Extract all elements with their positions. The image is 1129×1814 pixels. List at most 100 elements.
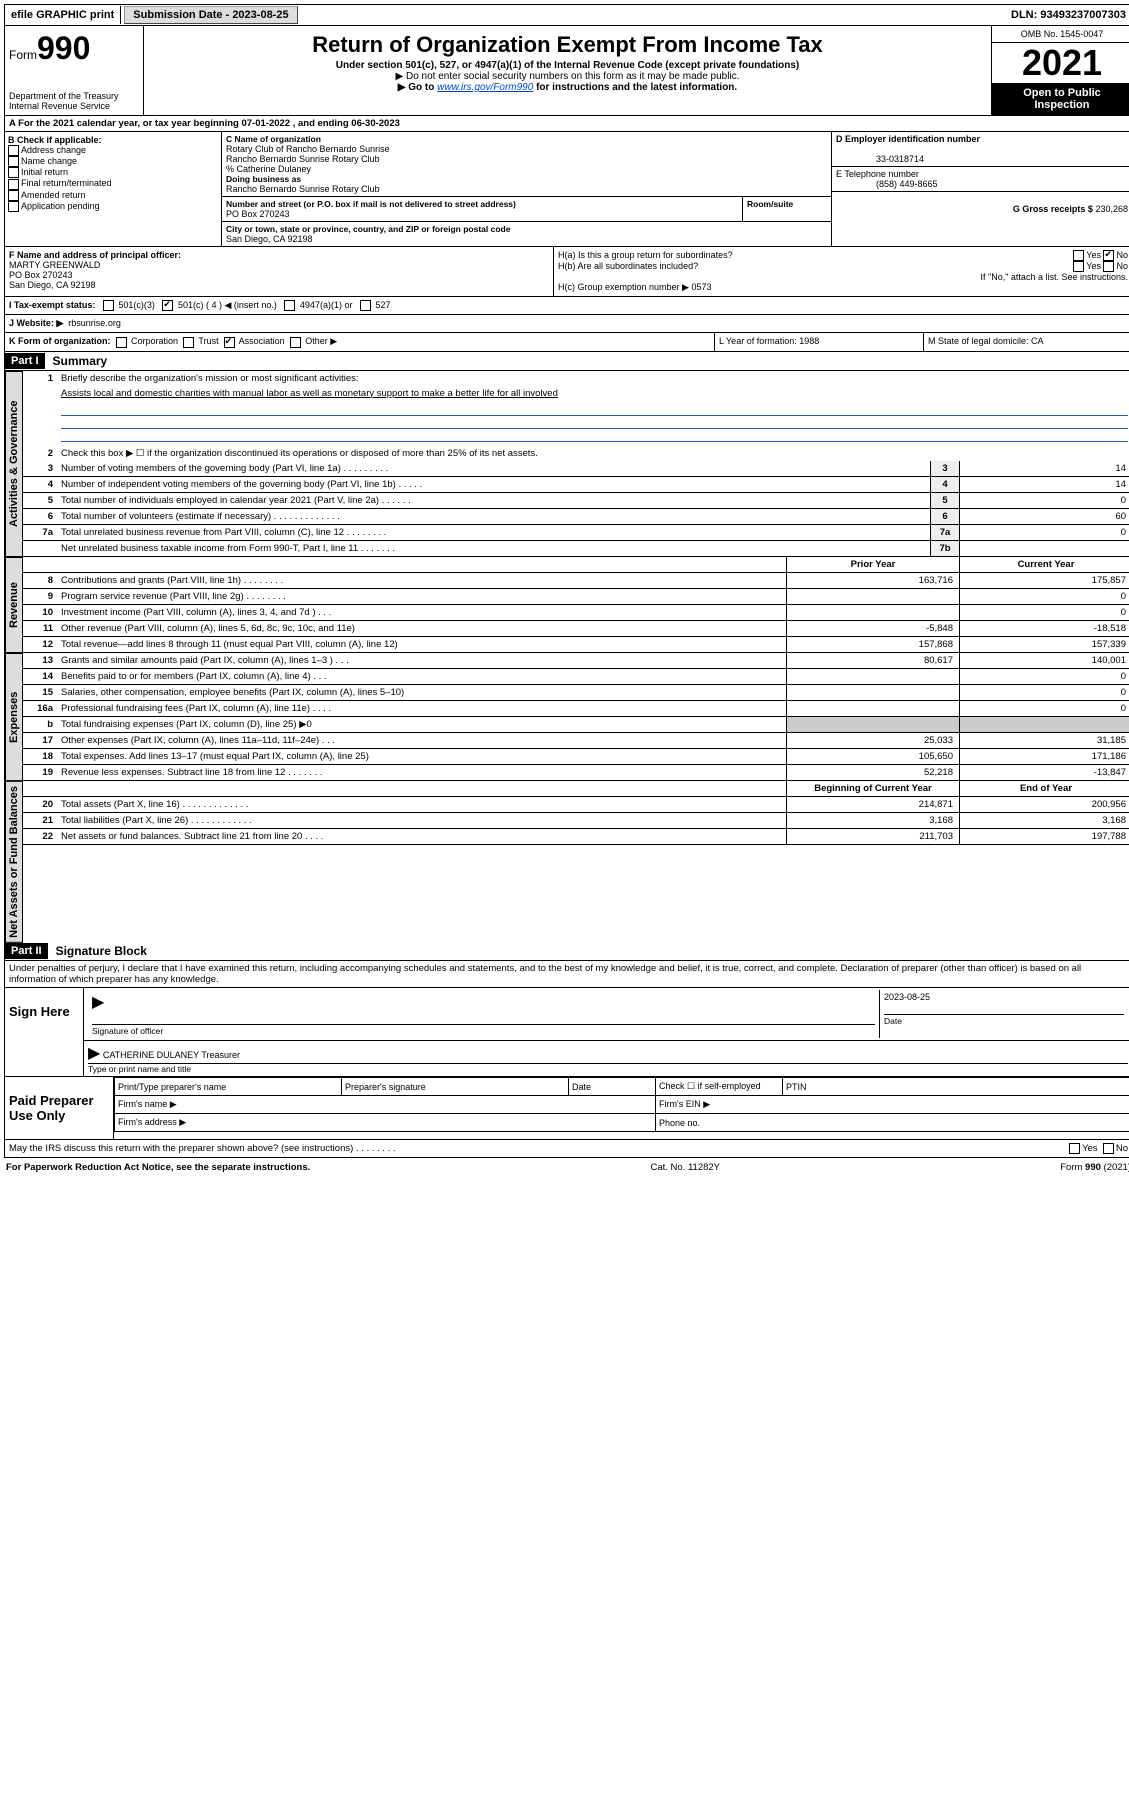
ha-answers: Yes No <box>1073 250 1128 261</box>
c20: 200,956 <box>959 797 1129 812</box>
website-value: rbsunrise.org <box>68 318 121 328</box>
firm-addr: Firm's address ▶ <box>115 1114 656 1132</box>
form-number: Form990 <box>9 30 139 67</box>
c527: 527 <box>375 300 390 310</box>
l5: Total number of individuals employed in … <box>57 493 930 508</box>
prep-sig-hdr: Preparer's signature <box>342 1078 569 1096</box>
ein-label: D Employer identification number <box>836 134 980 144</box>
l14: Benefits paid to or for members (Part IX… <box>57 669 786 684</box>
section-expenses: Expenses 13Grants and similar amounts pa… <box>4 653 1129 781</box>
block-bcdeg: B Check if applicable: Address change Na… <box>4 132 1129 247</box>
sig-row-1: ▶ Signature of officer 2023-08-25 Date <box>84 988 1129 1041</box>
part2-title: Signature Block <box>48 942 155 960</box>
l9: Program service revenue (Part VIII, line… <box>57 589 786 604</box>
l19: Revenue less expenses. Subtract line 18 … <box>57 765 786 780</box>
l7a: Total unrelated business revenue from Pa… <box>57 525 930 540</box>
side-expenses: Expenses <box>5 653 23 781</box>
l8: Contributions and grants (Part VIII, lin… <box>57 573 786 588</box>
footer-center: Cat. No. 11282Y <box>650 1162 720 1173</box>
p17: 25,033 <box>786 733 959 748</box>
p19: 52,218 <box>786 765 959 780</box>
c18: 171,186 <box>959 749 1129 764</box>
blank-line-2 <box>61 418 1128 429</box>
officer-label: F Name and address of principal officer: <box>9 250 181 260</box>
chk-address[interactable]: Address change <box>8 145 218 156</box>
chk-pending[interactable]: Application pending <box>8 201 218 212</box>
row-i: I Tax-exempt status: 501(c)(3) 501(c) ( … <box>5 297 1129 314</box>
part1-header: Part I Summary <box>4 352 1129 371</box>
note-ssn: ▶ Do not enter social security numbers o… <box>148 71 987 82</box>
box-h: H(a) Is this a group return for subordin… <box>554 247 1129 296</box>
officer-addr2: San Diego, CA 92198 <box>9 280 96 290</box>
spacer <box>301 12 1005 18</box>
chk-final[interactable]: Final return/terminated <box>8 178 218 189</box>
current-year-hdr: Current Year <box>959 557 1129 572</box>
prior-year-hdr: Prior Year <box>786 557 959 572</box>
p11: -5,848 <box>786 621 959 636</box>
chk-amended[interactable]: Amended return <box>8 190 218 201</box>
dept-treasury: Department of the Treasury <box>9 91 139 101</box>
form-title: Return of Organization Exempt From Incom… <box>148 32 987 58</box>
side-revenue: Revenue <box>5 557 23 653</box>
l18: Total expenses. Add lines 13–17 (must eq… <box>57 749 786 764</box>
form-label: Form <box>9 48 37 62</box>
street-value: PO Box 270243 <box>226 209 738 219</box>
hc-label: H(c) Group exemption number ▶ 0573 <box>558 282 1128 293</box>
assoc: Association <box>239 336 285 346</box>
gross-value: 230,268 <box>1095 204 1128 214</box>
l4: Number of independent voting members of … <box>57 477 930 492</box>
open-inspection: Open to Public Inspection <box>992 83 1129 115</box>
paid-label: Paid Preparer Use Only <box>5 1077 114 1139</box>
c15: 0 <box>959 685 1129 700</box>
l13: Grants and similar amounts paid (Part IX… <box>57 653 786 668</box>
v3: 14 <box>959 461 1129 476</box>
box-b-label: B Check if applicable: <box>8 135 102 145</box>
sig-date-label: Date <box>884 1014 1124 1026</box>
discuss-row: May the IRS discuss this return with the… <box>4 1140 1129 1158</box>
c9: 0 <box>959 589 1129 604</box>
goto-prefix: ▶ Go to <box>398 82 437 93</box>
page-footer: For Paperwork Reduction Act Notice, see … <box>4 1158 1129 1177</box>
city-label: City or town, state or province, country… <box>226 224 827 234</box>
p22: 211,703 <box>786 829 959 844</box>
p8: 163,716 <box>786 573 959 588</box>
p18: 105,650 <box>786 749 959 764</box>
l20: Total assets (Part X, line 16) . . . . .… <box>57 797 786 812</box>
irs-link[interactable]: www.irs.gov/Form990 <box>437 82 533 93</box>
l21: Total liabilities (Part X, line 26) . . … <box>57 813 786 828</box>
p10 <box>786 605 959 620</box>
c4947: 4947(a)(1) or <box>300 300 353 310</box>
p13: 80,617 <box>786 653 959 668</box>
row-k: K Form of organization: Corporation Trus… <box>5 333 715 350</box>
p12: 157,868 <box>786 637 959 652</box>
h-note: If "No," attach a list. See instructions… <box>558 272 1128 282</box>
p16a <box>786 701 959 716</box>
part2-badge: Part II <box>5 943 48 959</box>
header-right: OMB No. 1545-0047 2021 Open to Public In… <box>991 26 1129 115</box>
prep-ptin-hdr: PTIN <box>783 1078 1129 1096</box>
sig-date-value: 2023-08-25 <box>884 992 1124 1002</box>
name-label: C Name of organization <box>226 134 827 144</box>
chk-initial[interactable]: Initial return <box>8 167 218 178</box>
hb-answers: Yes No <box>1073 261 1128 272</box>
sign-here-label: Sign Here <box>5 988 84 1076</box>
c16a: 0 <box>959 701 1129 716</box>
chk-name[interactable]: Name change <box>8 156 218 167</box>
org-name-2: Rancho Bernardo Sunrise Rotary Club <box>226 154 827 164</box>
side-governance: Activities & Governance <box>5 371 23 557</box>
sig-officer-label: Signature of officer <box>92 1024 875 1036</box>
l3: Number of voting members of the governin… <box>57 461 930 476</box>
tax-year: 2021 <box>992 43 1129 83</box>
c19: -13,847 <box>959 765 1129 780</box>
form-990: 990 <box>37 30 90 66</box>
p14 <box>786 669 959 684</box>
footer-left: For Paperwork Reduction Act Notice, see … <box>6 1162 310 1173</box>
box-d: D Employer identification number 33-0318… <box>832 132 1129 167</box>
preparer-table: Print/Type preparer's name Preparer's si… <box>114 1077 1129 1132</box>
submission-date-button[interactable]: Submission Date - 2023-08-25 <box>124 6 297 24</box>
v4: 14 <box>959 477 1129 492</box>
c16b-shaded <box>959 717 1129 732</box>
box-c: C Name of organization Rotary Club of Ra… <box>222 132 831 246</box>
other: Other ▶ <box>305 336 337 346</box>
website-label: J Website: ▶ <box>9 318 63 328</box>
